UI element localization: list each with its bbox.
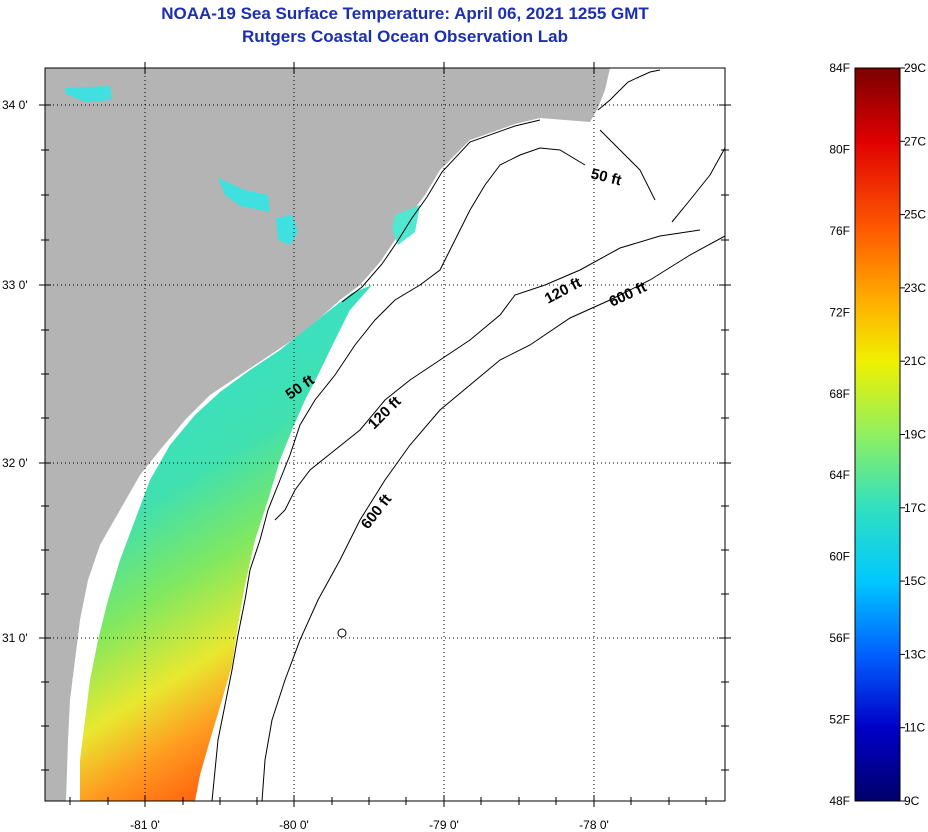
seamount-contour bbox=[337, 628, 347, 638]
colorbar-label-f: 48F bbox=[829, 794, 850, 808]
lat-label: 33 0' bbox=[2, 278, 28, 292]
colorbar-label-c: 27C bbox=[904, 134, 926, 148]
colorbar-label-f: 60F bbox=[829, 550, 850, 564]
colorbar-label-c: 25C bbox=[904, 208, 926, 222]
colorbar-label-f: 80F bbox=[829, 142, 850, 156]
land-mass bbox=[45, 68, 610, 801]
colorbar-label-f: 56F bbox=[829, 631, 850, 645]
colorbar-label-c: 17C bbox=[904, 501, 926, 515]
colorbar-label-f: 68F bbox=[829, 387, 850, 401]
colorbar-label-f: 72F bbox=[829, 305, 850, 319]
colorbar-label-f: 52F bbox=[829, 713, 850, 727]
sst-patch bbox=[218, 178, 270, 212]
colorbar-label-c: 11C bbox=[904, 721, 925, 735]
sst-patch bbox=[392, 205, 420, 245]
colorbar-label-f: 64F bbox=[829, 468, 850, 482]
colorbar-label-c: 15C bbox=[904, 574, 926, 588]
colorbar-label-c: 19C bbox=[904, 428, 926, 442]
sst-map: 50 ft 50 ft 120 ft 120 ft 600 ft 600 ft bbox=[2, 62, 731, 832]
lat-label: 31 0' bbox=[2, 631, 28, 645]
axis-ticks bbox=[39, 62, 731, 807]
isobath-600ft bbox=[261, 235, 725, 801]
map-title: NOAA-19 Sea Surface Temperature: April 0… bbox=[161, 4, 649, 23]
map-subtitle: Rutgers Coastal Ocean Observation Lab bbox=[242, 27, 568, 46]
color-bar: 84F 80F 76F 72F 68F 64F 60F 56F 52F 48F 29C 27C 25C… bbox=[829, 61, 926, 808]
shelf-contour bbox=[671, 147, 725, 223]
lat-label: 34 0' bbox=[2, 98, 28, 112]
graticule bbox=[45, 68, 725, 801]
isobath-label-50-north: 50 ft bbox=[589, 165, 623, 189]
colorbar-label-c: 29C bbox=[904, 61, 926, 75]
colorbar-label-c: 23C bbox=[904, 281, 926, 295]
colorbar-label-f: 84F bbox=[829, 61, 850, 75]
lon-label: -80 0' bbox=[279, 818, 309, 832]
lon-label: -81 0' bbox=[130, 818, 160, 832]
colorbar-label-c: 9C bbox=[904, 794, 920, 808]
coastline bbox=[597, 69, 661, 201]
sst-swath bbox=[80, 285, 372, 801]
colorbar-label-c: 13C bbox=[904, 647, 926, 661]
map-frame bbox=[44, 67, 726, 802]
isobath-120ft bbox=[274, 229, 701, 521]
coastline bbox=[341, 119, 541, 303]
isobath-50ft bbox=[211, 147, 586, 801]
sst-patch bbox=[276, 215, 298, 245]
sst-patch bbox=[65, 86, 112, 102]
colorbar-label-c: 21C bbox=[904, 354, 926, 368]
lat-label: 32 0' bbox=[2, 456, 28, 470]
colorbar-label-f: 76F bbox=[829, 224, 850, 238]
color-scale bbox=[854, 67, 901, 802]
lon-label: -78 0' bbox=[579, 818, 609, 832]
lon-label: -79 0' bbox=[429, 818, 459, 832]
